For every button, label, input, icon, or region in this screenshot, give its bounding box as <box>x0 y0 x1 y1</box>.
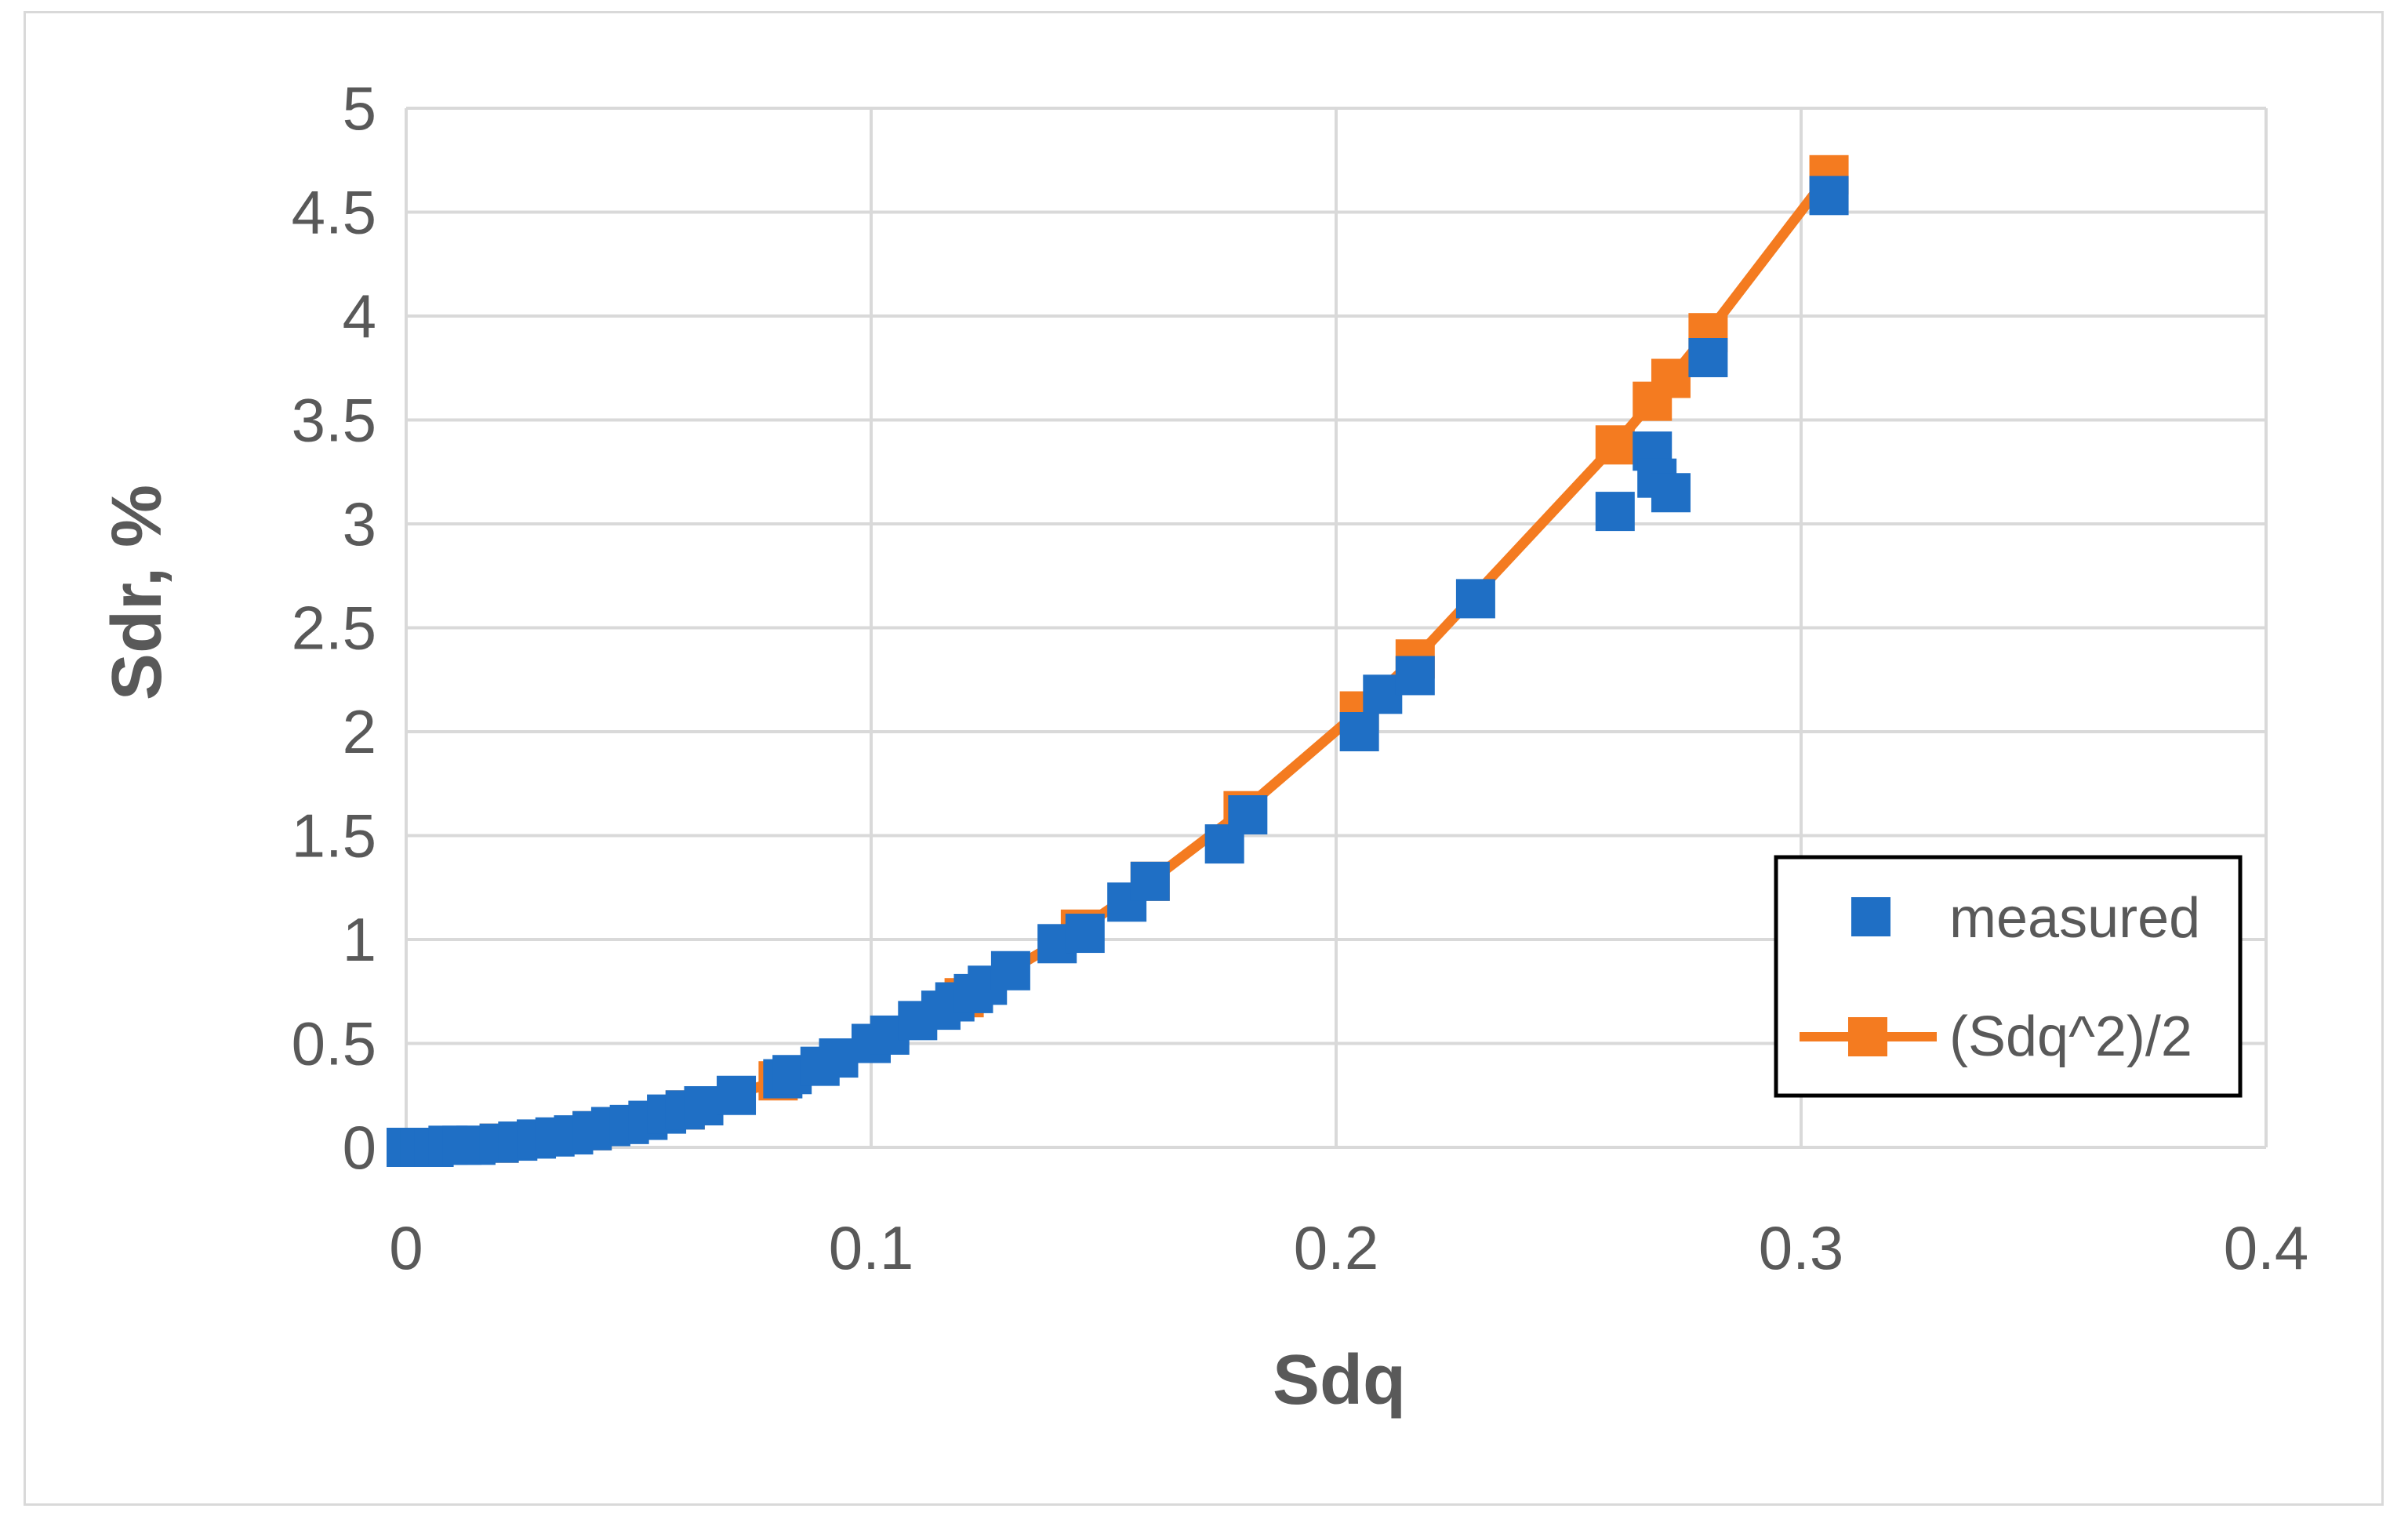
data-point <box>1130 861 1170 901</box>
x-axis-title: Sdq <box>1273 1341 1406 1419</box>
legend-marker-measured <box>1851 897 1890 936</box>
data-point <box>1651 473 1691 513</box>
data-point <box>1688 338 1728 377</box>
y-tick-label: 0 <box>343 1113 376 1182</box>
chart-frame <box>24 11 2384 1506</box>
y-tick-label: 1 <box>343 905 376 974</box>
y-tick-label: 4 <box>343 282 376 351</box>
data-point <box>1809 176 1849 216</box>
data-point <box>1065 914 1105 954</box>
data-point <box>1595 492 1635 532</box>
data-point <box>1228 795 1268 834</box>
data-point <box>1455 579 1495 619</box>
y-tick-label: 5 <box>343 74 376 143</box>
x-tick-label: 0.4 <box>2224 1213 2308 1282</box>
legend-marker-sdq <box>1848 1017 1887 1056</box>
line-series <box>387 154 1849 1167</box>
data-point <box>717 1075 757 1115</box>
grid-lines <box>405 107 2268 1149</box>
data-point <box>990 951 1030 990</box>
y-tick-label: 2 <box>343 697 376 766</box>
line-marker <box>1595 425 1635 465</box>
series-line-sdq <box>405 171 1833 1153</box>
x-tick-label: 0 <box>389 1213 423 1282</box>
y-tick-label: 4.5 <box>292 178 376 247</box>
legend-label-sdq: (Sdq^2)/2 <box>1949 1005 2192 1068</box>
data-point <box>1339 712 1379 751</box>
data-point <box>1395 656 1435 696</box>
x-tick-label: 0.3 <box>1759 1213 1843 1282</box>
y-tick-label: 3.5 <box>292 386 376 455</box>
y-tick-labels: 0 0.5 1 1.5 2 2.5 3 3.5 4 4.5 5 <box>292 74 376 1182</box>
scatter-series <box>387 176 1849 1167</box>
x-tick-labels: 0 0.1 0.2 0.3 0.4 <box>389 1213 2308 1282</box>
y-tick-label: 2.5 <box>292 594 376 663</box>
x-tick-label: 0.1 <box>829 1213 913 1282</box>
legend-label-measured: measured <box>1949 887 2200 950</box>
y-tick-label: 0.5 <box>292 1009 376 1078</box>
y-tick-label: 3 <box>343 489 376 558</box>
y-axis-title: Sdr, % <box>98 485 176 700</box>
x-tick-label: 0.2 <box>1294 1213 1378 1282</box>
line-marker <box>1651 358 1691 398</box>
legend: measured (Sdq^2)/2 <box>1774 855 2243 1098</box>
y-tick-label: 1.5 <box>292 801 376 871</box>
